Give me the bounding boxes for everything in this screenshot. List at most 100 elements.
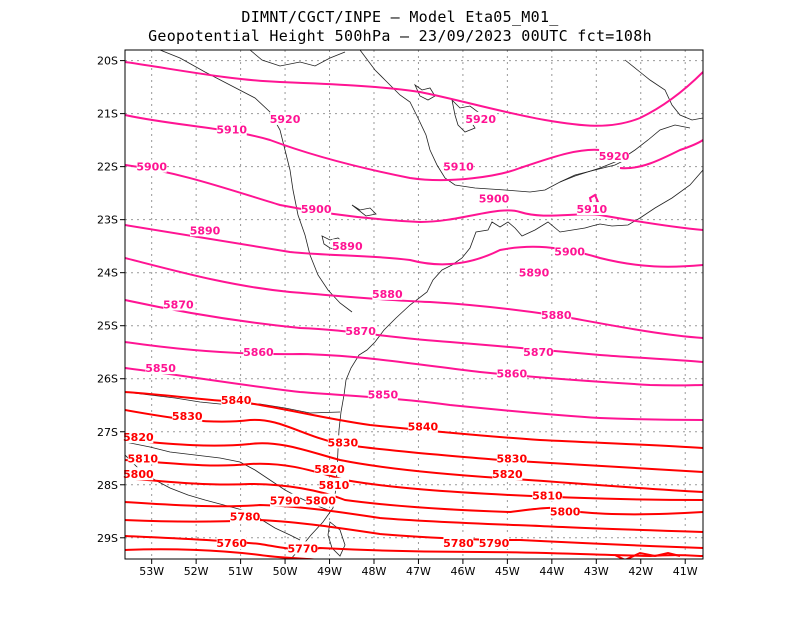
border-ms-pr [159,50,353,313]
contour-label-bg [576,202,607,216]
contour-label: 5790 [270,495,301,508]
x-tick-label: 43W [584,565,609,578]
contour-label-bg [327,435,358,449]
contour-5900 [125,164,703,231]
contour-label-bg [599,149,630,163]
contour-5870 [125,299,703,363]
contour-label: 5830 [172,410,203,423]
x-tick-label: 52W [184,565,209,578]
border-mg-sp [359,50,626,193]
contour-label: 5870 [345,325,376,338]
contour-label-bg [230,509,261,523]
contour-5820 [125,439,703,493]
contour-label-bg [123,430,154,444]
contour-label-bg [519,265,550,279]
contour-label: 5820 [123,431,154,444]
contour-label-bg [523,345,554,359]
contour-label-bg [172,408,203,422]
contour-label-bg [287,541,318,555]
contour-label-bg [367,387,398,401]
x-tick-label: 50W [273,565,298,578]
contour-label: 5890 [190,224,221,237]
contour-label-bg [443,159,474,173]
y-tick-label: 29S [97,532,118,545]
contour-label: 5800 [123,468,154,481]
contour-label: 5910 [216,124,247,137]
contour-label: 5790 [479,537,510,550]
contour-label-bg [496,366,527,380]
contour-label: 5800 [550,505,581,518]
contour-label: 5810 [319,479,350,492]
y-tick-label: 25S [97,320,118,333]
map-title-line2: Geopotential Height 500hPa – 23/09/2023 … [148,27,652,45]
contour-label: 5780 [443,537,474,550]
contour-label: 5760 [216,537,247,550]
y-tick-label: 28S [97,479,118,492]
contour-label: 5820 [314,463,345,476]
contour-label: 5800 [305,495,336,508]
contour-label-bg [145,361,176,375]
border-go-mg [249,50,346,67]
geopotential-contours [125,61,703,559]
contour-label: 5870 [163,299,194,312]
contour-label-bg [318,477,349,491]
contour-5890 [125,224,703,268]
contour-label-bg [332,239,363,253]
contour-label-bg [270,111,301,125]
contour-label: 5910 [577,203,608,216]
contour-5920-east [619,139,703,170]
contour-label: 5900 [479,192,510,205]
contour-label-bg [554,244,585,258]
contour-label-bg [479,536,510,550]
contour-label: 5780 [230,511,261,524]
lagoon [327,521,346,557]
contour-label-bg [479,191,510,205]
x-tick-label: 49W [317,565,342,578]
contour-label-bg [163,297,194,311]
contour-label: 5850 [145,362,176,375]
reservoir-4 [351,204,377,217]
contour-label: 5840 [408,420,439,433]
y-tick-label: 20S [97,55,118,68]
contour-label-bg [127,451,158,465]
contour-label-bg [443,536,474,550]
contour-label-bg [465,111,496,125]
contour-5780 [125,518,703,549]
contour-label: 5900 [554,245,585,258]
border-mg-rj [559,124,691,183]
contour-label-bg [541,308,572,322]
x-tick-label: 46W [450,565,475,578]
x-tick-label: 42W [628,565,653,578]
contour-label-bg [270,493,301,507]
contour-label-bg [314,461,345,475]
contour-label: 5810 [127,452,158,465]
contour-label: 5840 [221,394,252,407]
x-tick-label: 47W [406,565,431,578]
border-sc-rs [125,441,329,511]
border-mg-es [624,59,703,121]
contour-label-bg [243,345,274,359]
contour-label-bg [345,324,376,338]
contour-label: 5900 [301,203,332,216]
x-tick-label: 53W [139,565,164,578]
contour-label-bg [372,286,403,300]
y-tick-label: 27S [97,426,118,439]
contour-label: 5820 [492,468,523,481]
contour-label: 5860 [243,346,274,359]
contour-label-bg [190,223,221,237]
contour-label: 5860 [497,367,528,380]
grid-lines [125,50,703,559]
contour-5810 [125,459,703,501]
y-tick-label: 23S [97,214,118,227]
contour-5790 [125,501,703,533]
x-tick-label: 45W [495,565,520,578]
contour-label: 5890 [332,240,363,253]
contour-label-bg [216,536,247,550]
contour-label: 5880 [372,288,403,301]
y-axis-labels: 20S 21S 22S 23S 24S 25S 26S 27S 28S 29S [97,55,118,545]
contour-label: 5920 [270,113,301,126]
contour-label-bg [496,451,527,465]
contour-label: 5920 [599,150,630,163]
contour-label: 5890 [519,267,550,280]
